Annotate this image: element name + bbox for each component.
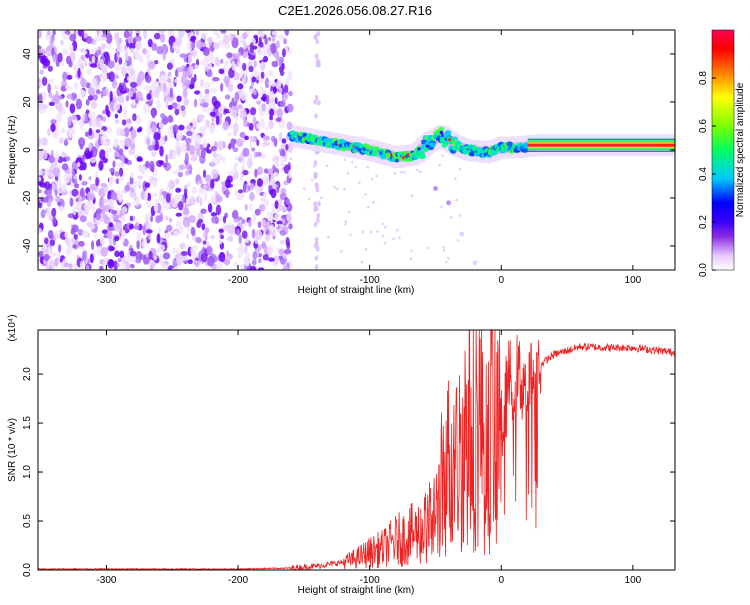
snr-y-ticks: 0.0 0.5 1.0 1.5 2.0 — [22, 367, 675, 577]
spectral-ridge — [287, 124, 675, 169]
x-tick-label: -300 — [96, 275, 116, 286]
x-tick-label: 0 — [498, 575, 504, 586]
trace-point — [459, 231, 465, 237]
x-tick-label: -300 — [96, 575, 116, 586]
spectrogram-y-axis-label: Frequency (Hz) — [7, 116, 18, 185]
snr-panel: -300 -200 -100 0 100 0.0 0.5 1.0 1.5 2.0 Height … — [7, 314, 676, 596]
snr-frame — [37, 329, 676, 571]
x-tick-label: -100 — [360, 275, 380, 286]
y-tick-label: 20 — [22, 96, 33, 108]
y-tick-label: 0.0 — [22, 563, 33, 577]
trace-point — [433, 186, 438, 191]
snr-line-layer — [38, 330, 675, 570]
spectrogram-y-ticks: -40 -20 0 20 40 — [22, 48, 675, 253]
colorbar-tick-label: 0.8 — [698, 71, 709, 85]
x-tick-label: 0 — [498, 275, 504, 286]
y-tick-label: -40 — [22, 238, 33, 253]
x-tick-label: 100 — [625, 275, 642, 286]
x-tick-label: -100 — [360, 575, 380, 586]
y-tick-label: 0.5 — [22, 514, 33, 528]
descending-trace — [433, 186, 478, 266]
y-tick-label: 1.5 — [22, 416, 33, 430]
colorbar: 0.0 0.2 0.4 0.6 0.8 Normalized spectral ampl… — [698, 29, 746, 277]
colorbar-tick-label: 0.6 — [698, 119, 709, 133]
colorbar-label: Normalized spectral amplitude — [735, 82, 746, 217]
spectrogram-x-ticks: -300 -200 -100 0 100 — [96, 30, 642, 286]
x-tick-label: -200 — [228, 275, 248, 286]
snr-series-line — [38, 330, 675, 570]
snr-y-axis-label: SNR (10 * v/v) — [7, 418, 18, 482]
colorbar-tick-label: 0.0 — [698, 263, 709, 277]
snr-y-multiplier: (x10⁴) — [7, 314, 18, 341]
colorbar-tick-label: 0.2 — [698, 215, 709, 229]
snr-x-ticks: -300 -200 -100 0 100 — [96, 330, 642, 586]
page-title: C2E1.2026.056.08.27.R16 — [278, 3, 432, 18]
snr-x-axis-label: Height of straight line (km) — [298, 585, 415, 596]
noise-region — [38, 30, 462, 270]
y-tick-label: 1.0 — [22, 465, 33, 479]
colorbar-tick-label: 0.4 — [698, 167, 709, 181]
colorbar-ticks: 0.0 0.2 0.4 0.6 0.8 — [698, 71, 716, 277]
y-tick-label: 2.0 — [22, 367, 33, 381]
x-tick-label: -200 — [228, 575, 248, 586]
snr-plot-area — [38, 330, 675, 570]
steady-band-core — [527, 143, 675, 147]
spectrogram-x-axis-label: Height of straight line (km) — [298, 285, 415, 296]
y-tick-label: 0 — [22, 147, 33, 153]
y-tick-label: -20 — [22, 190, 33, 205]
trace-point — [446, 200, 451, 206]
trace-point — [472, 260, 478, 266]
x-tick-label: 100 — [625, 575, 642, 586]
colorbar-gradient — [711, 29, 735, 271]
spectrogram-heat-layer — [38, 30, 675, 270]
y-tick-label: 40 — [22, 48, 33, 60]
